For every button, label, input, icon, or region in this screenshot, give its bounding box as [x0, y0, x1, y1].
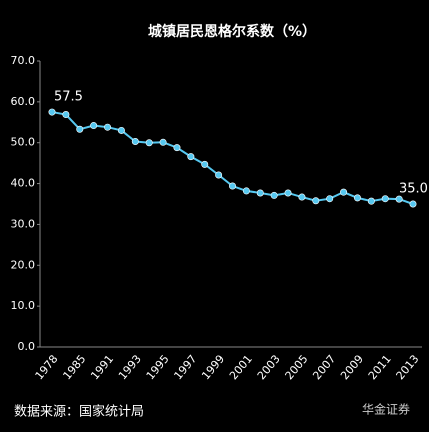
point [270, 191, 278, 199]
point [381, 195, 389, 203]
x-tick-label: 2007 [310, 353, 338, 383]
y-tick-label: 30.0 [11, 217, 36, 230]
x-tick-label: 1997 [171, 353, 199, 383]
y-tick-label: 50.0 [11, 136, 36, 149]
point [131, 137, 139, 145]
x-tick-label: 1978 [33, 353, 61, 383]
data-label: 35.0 [399, 182, 428, 197]
point [242, 187, 250, 195]
x-tick-label: 1991 [88, 353, 116, 383]
point [256, 189, 264, 197]
point [353, 194, 361, 202]
y-tick-label: 0.0 [18, 340, 36, 353]
point [187, 153, 195, 161]
point [90, 122, 98, 130]
point [159, 138, 167, 146]
source: 数据来源：国家统计局 [14, 404, 144, 420]
point [312, 197, 320, 205]
watermark: 华金证券 [362, 402, 410, 417]
data-label: 57.5 [54, 90, 83, 105]
point [201, 160, 209, 168]
point [367, 197, 375, 205]
point [395, 195, 403, 203]
x-tick-label: 2013 [394, 353, 422, 383]
point [145, 139, 153, 147]
point [117, 126, 125, 134]
point [284, 189, 292, 197]
point [104, 123, 112, 131]
x-tick-label: 2005 [283, 353, 311, 383]
y-tick-label: 40.0 [11, 177, 36, 190]
x-tick-label: 2009 [338, 353, 366, 383]
point [76, 125, 84, 133]
point [326, 195, 334, 203]
y-tick-label: 60.0 [11, 95, 36, 108]
x-tick-label: 2001 [227, 353, 255, 383]
x-tick-label: 1993 [116, 353, 144, 383]
point [340, 188, 348, 196]
point [298, 193, 306, 201]
y-tick-label: 20.0 [11, 258, 36, 271]
point [62, 111, 70, 119]
x-tick-label: 2003 [255, 353, 283, 383]
x-tick-label: 2011 [366, 353, 394, 383]
chart-title: 城镇居民恩格尔系数（%） [148, 23, 316, 40]
y-tick-label: 70.0 [11, 54, 36, 67]
y-tick-label: 10.0 [11, 299, 36, 312]
x-tick-label: 1999 [199, 353, 227, 383]
point [215, 171, 223, 179]
x-tick-label: 1985 [60, 353, 88, 383]
point [173, 144, 181, 152]
point [409, 200, 417, 208]
x-tick-label: 1995 [144, 353, 172, 383]
point [229, 182, 237, 190]
point [48, 108, 56, 116]
